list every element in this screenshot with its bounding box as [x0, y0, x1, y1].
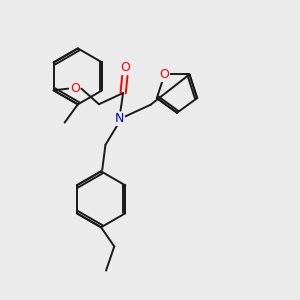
- Text: O: O: [121, 61, 130, 74]
- Text: N: N: [115, 112, 124, 125]
- Text: O: O: [70, 82, 80, 94]
- Text: O: O: [160, 68, 170, 81]
